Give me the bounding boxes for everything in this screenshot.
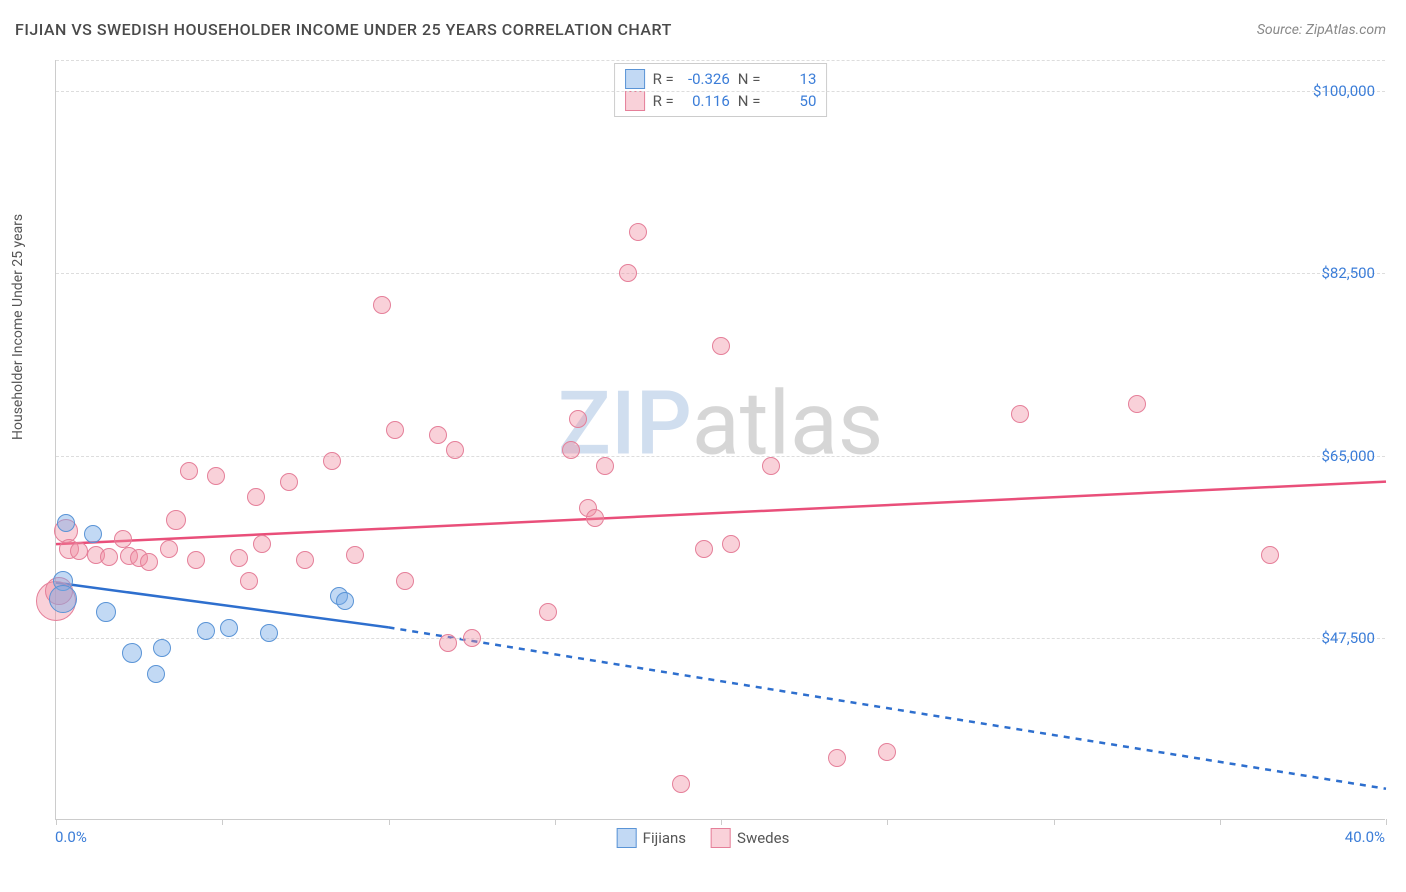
data-point-swedes <box>114 530 132 548</box>
data-point-swedes <box>586 509 604 527</box>
data-point-swedes <box>878 743 896 761</box>
data-point-swedes <box>569 410 587 428</box>
data-point-fijians <box>84 525 102 543</box>
legend-item-fijians: Fijians <box>617 828 686 848</box>
data-point-swedes <box>1128 395 1146 413</box>
data-point-swedes <box>439 634 457 652</box>
legend-swatch-swedes <box>711 828 731 848</box>
data-point-fijians <box>57 514 75 532</box>
y-axis-title: Householder Income Under 25 years <box>10 214 26 440</box>
stats-row-swedes: R = 0.116 N = 50 <box>625 90 817 112</box>
chart-plot-area: ZIPatlas R = -0.326 N = 13 R = 0.116 N =… <box>55 60 1385 820</box>
data-point-swedes <box>247 488 265 506</box>
data-point-swedes <box>100 548 118 566</box>
swatch-swedes <box>625 91 645 111</box>
data-point-swedes <box>373 296 391 314</box>
data-point-swedes <box>596 457 614 475</box>
data-point-swedes <box>230 549 248 567</box>
y-tick-label: $47,500 <box>1321 629 1375 647</box>
grid-line <box>56 60 1385 61</box>
data-point-swedes <box>253 535 271 553</box>
data-point-swedes <box>280 473 298 491</box>
data-point-swedes <box>712 337 730 355</box>
y-tick-label: $65,000 <box>1321 447 1375 465</box>
legend-swatch-fijians <box>617 828 637 848</box>
data-point-swedes <box>672 775 690 793</box>
data-point-fijians <box>122 643 142 663</box>
x-tick <box>56 819 57 825</box>
data-point-swedes <box>619 264 637 282</box>
data-point-swedes <box>762 457 780 475</box>
data-point-fijians <box>197 622 215 640</box>
x-max-label: 40.0% <box>1345 828 1385 846</box>
data-point-swedes <box>187 551 205 569</box>
data-point-fijians <box>220 619 238 637</box>
x-tick <box>389 819 390 825</box>
y-tick-label: $82,500 <box>1321 264 1375 282</box>
legend: Fijians Swedes <box>617 828 790 848</box>
swatch-fijians <box>625 69 645 89</box>
source-attribution: Source: ZipAtlas.com <box>1257 22 1386 38</box>
x-tick <box>222 819 223 825</box>
grid-line <box>56 456 1385 457</box>
data-point-swedes <box>429 426 447 444</box>
x-tick <box>555 819 556 825</box>
y-tick-label: $100,000 <box>1313 82 1375 100</box>
data-point-swedes <box>828 749 846 767</box>
data-point-swedes <box>180 462 198 480</box>
data-point-fijians <box>336 592 354 610</box>
data-point-fijians <box>260 624 278 642</box>
x-tick <box>1054 819 1055 825</box>
trend-lines <box>56 60 1385 819</box>
data-point-fijians <box>49 585 77 613</box>
x-tick <box>721 819 722 825</box>
data-point-swedes <box>722 535 740 553</box>
data-point-fijians <box>153 639 171 657</box>
data-point-swedes <box>240 572 258 590</box>
x-min-label: 0.0% <box>55 828 87 846</box>
correlation-stats-box: R = -0.326 N = 13 R = 0.116 N = 50 <box>614 63 828 117</box>
x-tick <box>1386 819 1387 825</box>
data-point-swedes <box>346 546 364 564</box>
data-point-swedes <box>463 629 481 647</box>
grid-line <box>56 273 1385 274</box>
data-point-swedes <box>386 421 404 439</box>
data-point-swedes <box>396 572 414 590</box>
x-tick <box>887 819 888 825</box>
data-point-fijians <box>96 602 116 622</box>
data-point-swedes <box>207 467 225 485</box>
data-point-swedes <box>629 223 647 241</box>
data-point-swedes <box>160 540 178 558</box>
chart-title: FIJIAN VS SWEDISH HOUSEHOLDER INCOME UND… <box>15 20 672 39</box>
x-tick <box>1220 819 1221 825</box>
data-point-swedes <box>70 542 88 560</box>
data-point-fijians <box>147 665 165 683</box>
grid-line <box>56 638 1385 639</box>
data-point-swedes <box>1011 405 1029 423</box>
stats-row-fijians: R = -0.326 N = 13 <box>625 68 817 90</box>
data-point-swedes <box>446 441 464 459</box>
data-point-swedes <box>140 553 158 571</box>
data-point-swedes <box>562 441 580 459</box>
legend-item-swedes: Swedes <box>711 828 789 848</box>
data-point-swedes <box>539 603 557 621</box>
data-point-swedes <box>166 510 186 530</box>
grid-line <box>56 91 1385 92</box>
data-point-swedes <box>296 551 314 569</box>
data-point-swedes <box>323 452 341 470</box>
data-point-swedes <box>695 540 713 558</box>
data-point-swedes <box>1261 546 1279 564</box>
